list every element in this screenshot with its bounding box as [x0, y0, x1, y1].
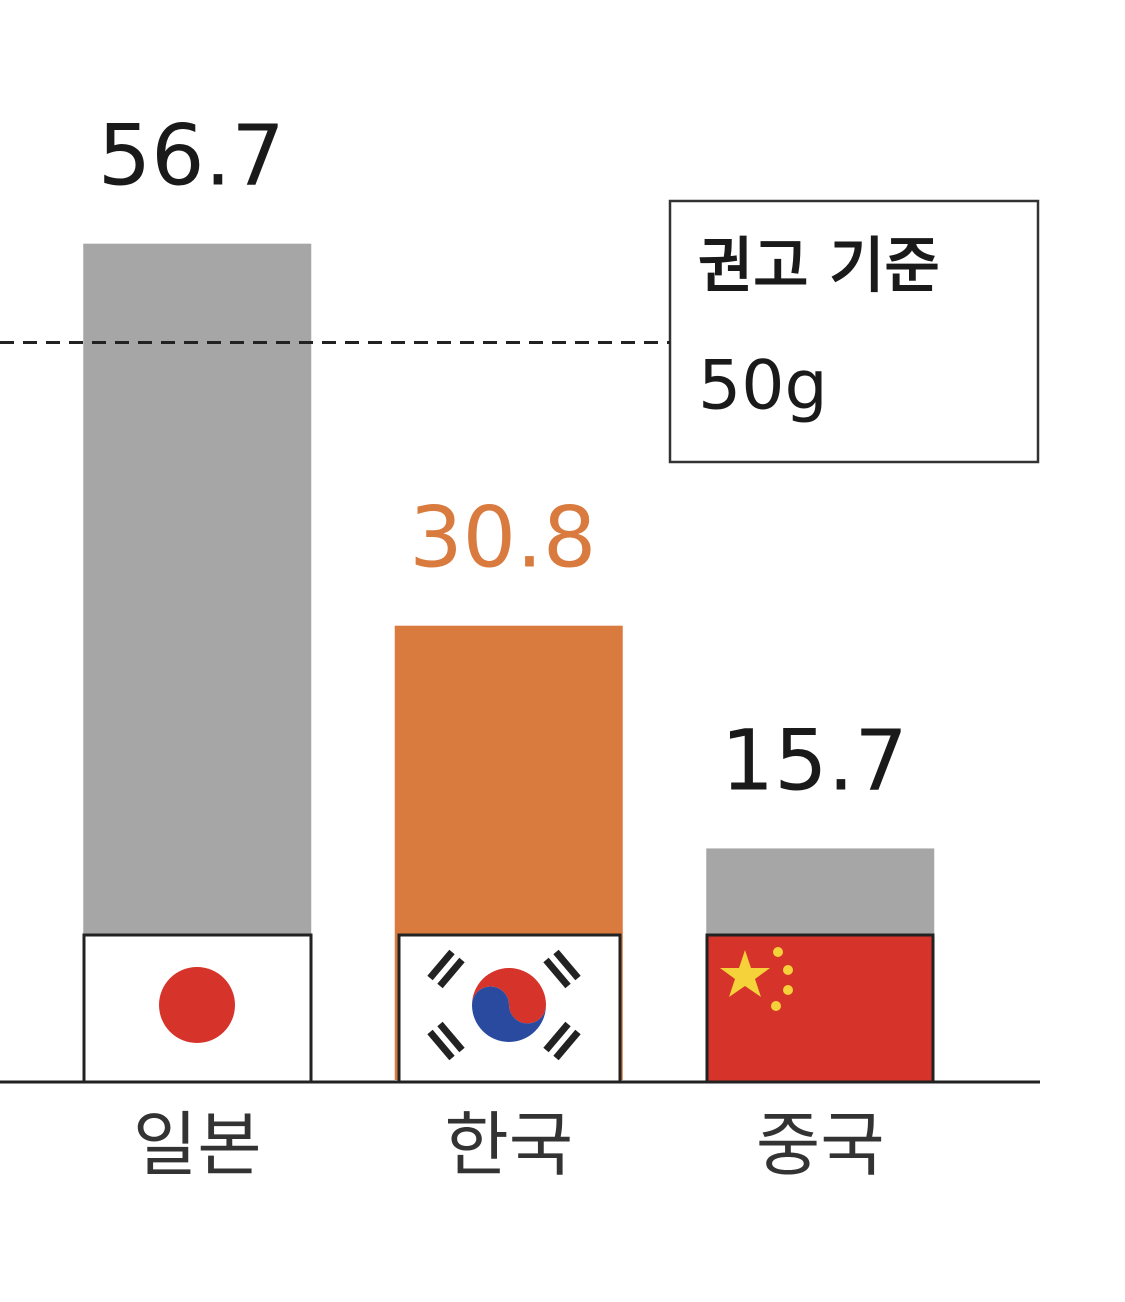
- reference-label: 권고 기준: [698, 232, 940, 302]
- x-tick-label: 중국: [756, 1104, 885, 1186]
- flag-japan: [82, 933, 313, 1084]
- flag-korea: [397, 933, 622, 1084]
- value-label: 15.7: [721, 711, 908, 809]
- x-tick-label: 일본: [133, 1104, 262, 1186]
- reference-value-label: 50g: [698, 347, 828, 426]
- value-label: 56.7: [98, 107, 285, 205]
- x-tick-label: 한국: [444, 1104, 573, 1186]
- flag-china: [705, 933, 935, 1084]
- reference-box: [668, 199, 1040, 464]
- value-label: 30.8: [409, 489, 596, 587]
